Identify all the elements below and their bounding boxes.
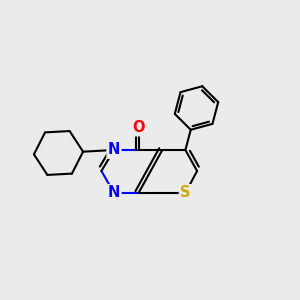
Text: O: O — [132, 120, 145, 135]
Text: S: S — [180, 185, 191, 200]
Text: N: N — [108, 185, 120, 200]
Text: N: N — [108, 142, 120, 158]
